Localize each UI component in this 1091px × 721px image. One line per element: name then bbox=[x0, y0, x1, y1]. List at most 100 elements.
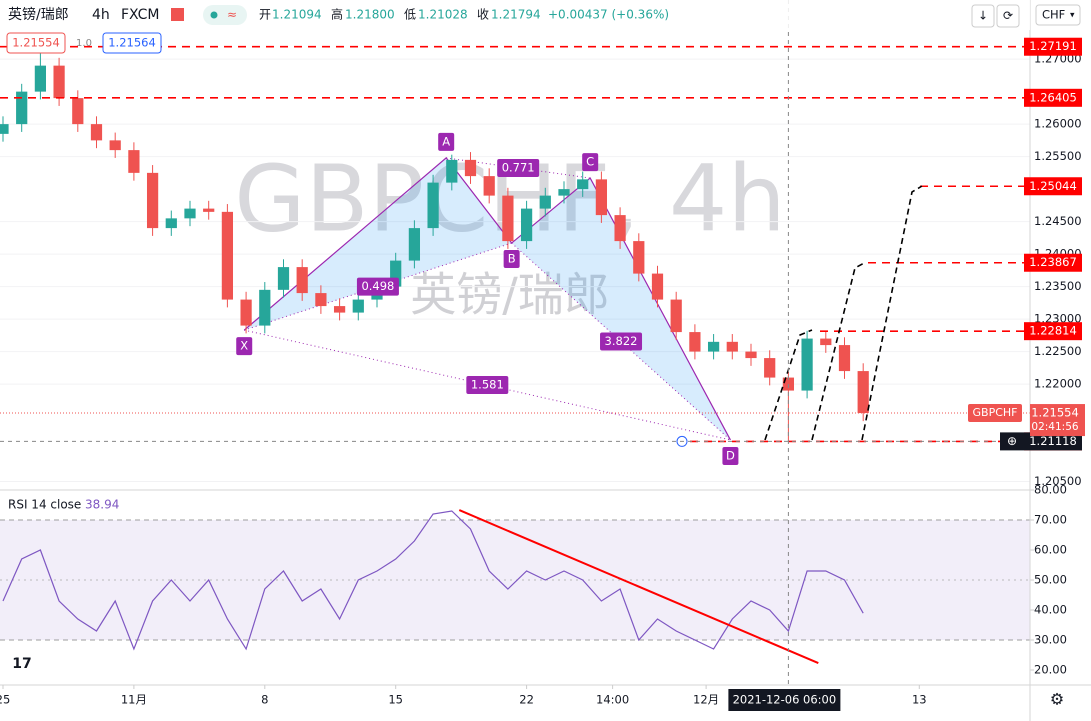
symbol-tag-label: GBPCHF bbox=[973, 406, 1018, 419]
crosshair-price: 1.21118 bbox=[1029, 434, 1077, 448]
y-tick-label: 1.22500 bbox=[1034, 344, 1082, 358]
candle-body bbox=[240, 299, 252, 326]
candle-body bbox=[689, 332, 701, 352]
pattern-point-label: B bbox=[508, 252, 516, 266]
candle-body bbox=[72, 98, 84, 125]
rsi-title: RSI 14 close bbox=[8, 498, 81, 512]
logo: 17 bbox=[12, 656, 31, 672]
y-tick-label: 1.22000 bbox=[1034, 377, 1082, 391]
candle-body bbox=[558, 189, 570, 196]
x-tick-label: 11月 bbox=[121, 693, 147, 707]
sell-price: 1.21554 bbox=[12, 36, 60, 50]
scroll-icon: ↓ bbox=[978, 9, 988, 23]
candle-body bbox=[146, 172, 159, 229]
rsi-line bbox=[2, 510, 864, 651]
crosshair-time-tag bbox=[728, 689, 841, 711]
last-price-label: 1.21554 bbox=[1031, 406, 1079, 420]
price-pane: X A B C D 0.498 0.771 3.822 1.581 bbox=[0, 45, 1030, 483]
candle-body bbox=[764, 358, 776, 378]
header: 英镑/瑞郎 4h FXCM ≈ 开 1.21094 高 1.21800 低 1.… bbox=[0, 0, 1081, 54]
candle-body bbox=[165, 218, 177, 229]
candle-body bbox=[502, 195, 514, 242]
candle-body bbox=[277, 267, 290, 290]
y-tick-label: 1.23500 bbox=[1034, 279, 1082, 293]
currency: CHF bbox=[1042, 8, 1065, 22]
candle-body bbox=[670, 299, 682, 333]
candle-body bbox=[857, 371, 869, 414]
low-value: 1.21028 bbox=[418, 8, 468, 22]
open-label: 开 bbox=[259, 8, 271, 22]
level-tag bbox=[1024, 322, 1082, 341]
pattern-fill bbox=[244, 157, 731, 440]
candle-body bbox=[446, 159, 458, 183]
pattern-point-label: A bbox=[442, 134, 450, 148]
candle-body bbox=[539, 195, 551, 209]
level-tag bbox=[1024, 177, 1082, 196]
scroll-button[interactable] bbox=[971, 4, 995, 28]
y-tick-label: 60.00 bbox=[1034, 543, 1067, 557]
status-pill[interactable] bbox=[203, 5, 247, 25]
pattern-point-label: D bbox=[726, 448, 735, 462]
buy-price: 1.21564 bbox=[108, 36, 156, 50]
candle-body bbox=[90, 124, 103, 141]
crosshair-plus[interactable]: ⊕ bbox=[1007, 434, 1017, 448]
settings-icon[interactable]: ⚙ bbox=[1050, 690, 1064, 709]
y-tick-label: 20.00 bbox=[1034, 663, 1067, 677]
candle-body bbox=[801, 338, 813, 391]
x-tick-label: 15 bbox=[388, 693, 403, 707]
buy-button[interactable] bbox=[102, 32, 162, 54]
candle-body bbox=[352, 299, 364, 313]
x-tick-label: 8 bbox=[261, 693, 268, 707]
candle-body bbox=[464, 159, 477, 177]
y-tick-label: 1.24500 bbox=[1034, 214, 1082, 228]
pattern-point-label: X bbox=[240, 339, 248, 353]
projection-arrows bbox=[764, 185, 923, 441]
candle-body bbox=[315, 293, 327, 307]
candle-body bbox=[838, 345, 851, 372]
x-tick-label: 14:00 bbox=[596, 693, 629, 707]
currency-button[interactable] bbox=[1035, 4, 1081, 26]
ratio-label: 0.771 bbox=[502, 160, 535, 174]
candle-body bbox=[0, 124, 9, 134]
level-label: 1.26405 bbox=[1029, 90, 1077, 104]
projection-arrow bbox=[811, 261, 867, 441]
level-label: 1.25044 bbox=[1029, 179, 1077, 193]
low-label: 低 bbox=[404, 8, 416, 22]
y-tick-label: 40.00 bbox=[1034, 603, 1067, 617]
ratio-label: 1.581 bbox=[471, 378, 504, 392]
y-tick-label: 50.00 bbox=[1034, 573, 1067, 587]
x-tick-label: 13 bbox=[912, 693, 927, 707]
rsi-band bbox=[0, 520, 1030, 640]
high-label: 高 bbox=[331, 7, 343, 22]
pattern-point-box bbox=[236, 337, 253, 356]
candle-body bbox=[259, 289, 271, 326]
pattern-point-box bbox=[438, 132, 455, 151]
ratio-box bbox=[497, 158, 540, 177]
status-icon: ≈ bbox=[227, 8, 237, 22]
candle-body bbox=[16, 91, 28, 125]
sell-button[interactable] bbox=[6, 32, 66, 54]
y-tick-label: 1.25500 bbox=[1034, 149, 1082, 163]
level-label: 1.22814 bbox=[1029, 324, 1077, 338]
open-value: 1.21094 bbox=[272, 8, 322, 22]
y-tick-label: 80.00 bbox=[1034, 483, 1067, 497]
status-dot bbox=[210, 11, 218, 19]
ratio-box bbox=[466, 376, 509, 395]
candle-body bbox=[483, 176, 495, 196]
crosshair-time: 2021-12-06 06:00 bbox=[733, 693, 837, 707]
watermark-name: 英镑/瑞郎 bbox=[410, 268, 610, 322]
candle-body bbox=[390, 260, 402, 287]
candle-body bbox=[651, 273, 664, 300]
candle-body bbox=[726, 341, 738, 352]
pattern-point-box bbox=[722, 446, 739, 465]
candle-body bbox=[614, 215, 626, 242]
candle-body bbox=[707, 341, 720, 352]
change-value: +0.00437 (+0.36%) bbox=[548, 8, 669, 22]
candle-body bbox=[745, 351, 757, 359]
market-flag[interactable] bbox=[171, 8, 184, 21]
candle-body bbox=[296, 267, 308, 294]
currency-caret: ▾ bbox=[1070, 11, 1075, 21]
reset-button[interactable] bbox=[996, 4, 1020, 28]
